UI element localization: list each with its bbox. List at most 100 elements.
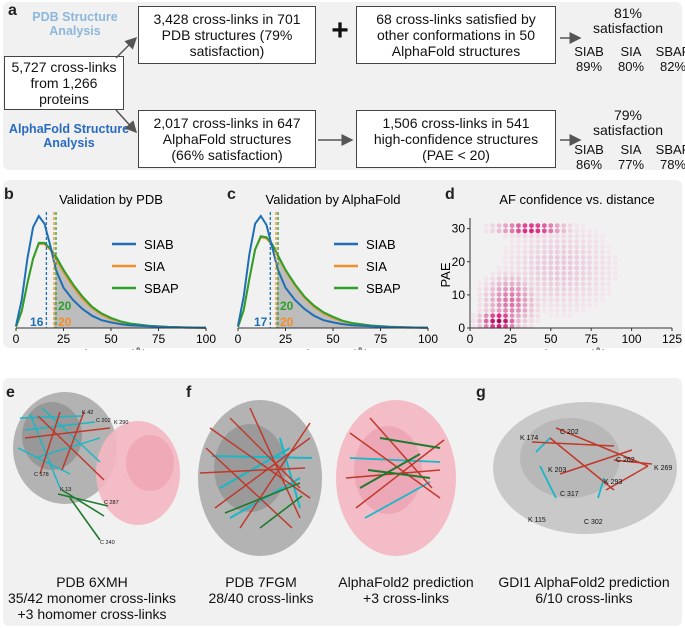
hexbin-cell-36 [490,223,495,229]
hexbin-cell-108 [516,228,521,234]
hexbin-cell-159 [535,270,541,276]
hexbin-cell-218 [555,238,560,245]
hexbin-cell-19 [483,286,489,292]
hexbin-cell-229 [561,276,566,282]
hexbin-cell-50 [496,223,502,229]
residue-label-k203: K 203 [548,467,566,474]
hexbin-cell-115 [522,297,528,303]
source-box: 5,727 cross-links from 1,266 proteins [4,56,124,110]
hexbin-cell-167 [535,228,541,234]
hexbin-cell-312 [593,276,599,282]
hexbin-cell-347 [613,265,618,271]
hexbin-cell-349 [613,254,618,260]
hexbin-cell-39 [496,313,502,319]
structure-7fgm [198,400,322,556]
hexbin-cell-147 [529,233,534,239]
hexbin-cell-207 [555,297,560,303]
hexbin-cell-146 [529,238,534,245]
hexbin-cell-286 [580,249,586,255]
hexbin-cell-29 [490,297,495,303]
hexbin-cell-47 [496,270,502,276]
hexbin-cell-214 [555,260,560,266]
hexbin-cell-21 [483,276,489,282]
chart-d-ytick-label-10: 10 [452,288,466,302]
hexbin-cell-336 [606,286,612,292]
hexbin-cell-345 [613,276,618,282]
hexbin-cell-105 [516,244,521,250]
residue-label-k269: K 269 [654,465,672,472]
hexbin-cell-252 [567,249,573,255]
hexbin-cell-189 [548,297,554,303]
hexbin-cell-230 [561,270,566,276]
residue-label-k13: K 13 [60,487,71,493]
residue-label-c287: C 287 [104,500,119,506]
hexbin-cell-122 [522,260,528,266]
hexbin-cell-81 [509,265,515,271]
hexbin-cell-306 [587,228,592,234]
hexbin-cell-56 [503,297,508,303]
pdb-sat-value-siab: 89% [575,59,603,74]
hexbin-cell-143 [529,254,534,260]
hexbin-cell-194 [548,270,554,276]
chart-b-xtick-label-0: 0 [13,332,20,346]
hexbin-cell-53 [503,313,508,319]
chart-b-xtick-label-100: 100 [196,332,216,346]
hexbin-cell-97 [516,286,521,292]
hexbin-cell-43 [496,291,502,298]
hexbin-cell-332 [600,244,605,250]
hexbin-cell-148 [529,228,534,234]
hexbin-cell-238 [561,228,566,234]
hexbin-cell-232 [561,260,566,266]
hexbin-cell-244 [567,291,573,298]
hexbin-cell-276 [580,302,586,308]
hexbin-cell-103 [516,254,521,260]
hexbin-cell-344 [606,244,612,250]
hexbin-cell-100 [516,270,521,276]
residue-label-c317: C 317 [560,491,579,498]
hexbin-cell-145 [529,244,534,250]
hexbin-cell-55 [503,302,508,308]
hexbin-cell-127 [522,233,528,239]
hexbin-cell-155 [535,291,541,298]
chart-b-legend-label-sbap: SBAP [144,281,179,296]
hexbin-cell-123 [522,254,528,260]
hexbin-cell-46 [496,276,502,282]
residue-label-k174: K 174 [520,435,538,442]
chart-af-confidence-vs-distance: AF confidence vs. distance 0 25 50 75 100 125 0… [440,192,682,350]
caption-gdi1-line2: 6/10 cross-links [535,590,633,606]
hexbin-cell-13 [483,318,489,324]
hexbin-cell-34 [490,270,495,276]
hexbin-cell-59 [503,281,508,287]
hexbin-cell-10 [477,286,482,292]
residue-label-c202: C 202 [96,418,111,424]
caption-af-prediction-line2: +3 cross-links [363,590,449,606]
hexbin-cell-166 [535,233,541,239]
hexbin-cell-208 [555,291,560,298]
hexbin-cell-248 [567,270,573,276]
af-sat-header-siab: SIAB [574,142,604,157]
hexbin-cell-301 [587,254,592,260]
hexbin-cell-98 [516,281,521,287]
hexbin-cell-132 [529,313,534,319]
hexbin-cell-297 [587,276,592,282]
chart-d-ytick-label-0: 0 [458,321,465,335]
hexbin-cell-265 [574,270,579,276]
pdb-sat-header-sbap: SBAP [655,44,685,59]
hexbin-cell-331 [600,249,605,255]
hexbin-cell-170 [542,302,547,308]
hexbin-cell-157 [535,281,541,287]
hexbin-cell-198 [548,249,554,255]
hexbin-cell-311 [593,281,599,287]
chart-c-xtick-label-0: 0 [235,332,242,346]
hexbin-cell-92 [516,313,521,319]
hexbin-cell-89 [509,223,515,229]
chart-d-xtick-label-50: 50 [544,332,558,346]
hexbin-cell-271 [574,238,579,245]
hexbin-cell-266 [574,265,579,271]
hexbin-cell-269 [574,249,579,255]
chart-b-annotation-sbap: 20 [58,299,72,313]
chart-c-xtick-label-100: 100 [418,332,438,346]
hexbin-cell-259 [574,302,579,308]
hexbin-cell-58 [503,286,508,292]
